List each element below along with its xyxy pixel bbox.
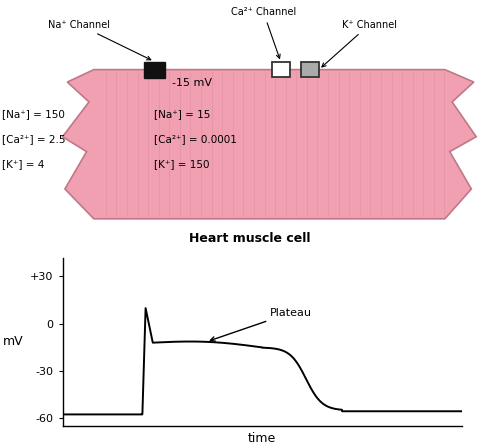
Bar xyxy=(300,62,318,77)
Text: [Ca²⁺] = 2.5: [Ca²⁺] = 2.5 xyxy=(2,134,66,144)
Text: [K⁺] = 150: [K⁺] = 150 xyxy=(154,159,209,169)
Text: [Na⁺] = 15: [Na⁺] = 15 xyxy=(154,109,210,119)
Text: Heart muscle cell: Heart muscle cell xyxy=(189,232,310,245)
Y-axis label: mV: mV xyxy=(3,335,24,349)
Text: Ca²⁺ Channel: Ca²⁺ Channel xyxy=(230,8,296,58)
Text: K⁺ Channel: K⁺ Channel xyxy=(321,20,396,67)
X-axis label: time: time xyxy=(248,432,276,444)
Text: [Na⁺] = 150: [Na⁺] = 150 xyxy=(2,109,65,119)
Text: Na⁺ Channel: Na⁺ Channel xyxy=(48,20,150,60)
Text: -15 mV: -15 mV xyxy=(171,78,211,88)
Text: [K⁺] = 4: [K⁺] = 4 xyxy=(2,159,45,169)
Polygon shape xyxy=(62,70,475,219)
Text: [Ca²⁺] = 0.0001: [Ca²⁺] = 0.0001 xyxy=(154,134,236,144)
Bar xyxy=(144,62,164,78)
Bar xyxy=(271,62,289,77)
Text: Plateau: Plateau xyxy=(210,308,312,341)
